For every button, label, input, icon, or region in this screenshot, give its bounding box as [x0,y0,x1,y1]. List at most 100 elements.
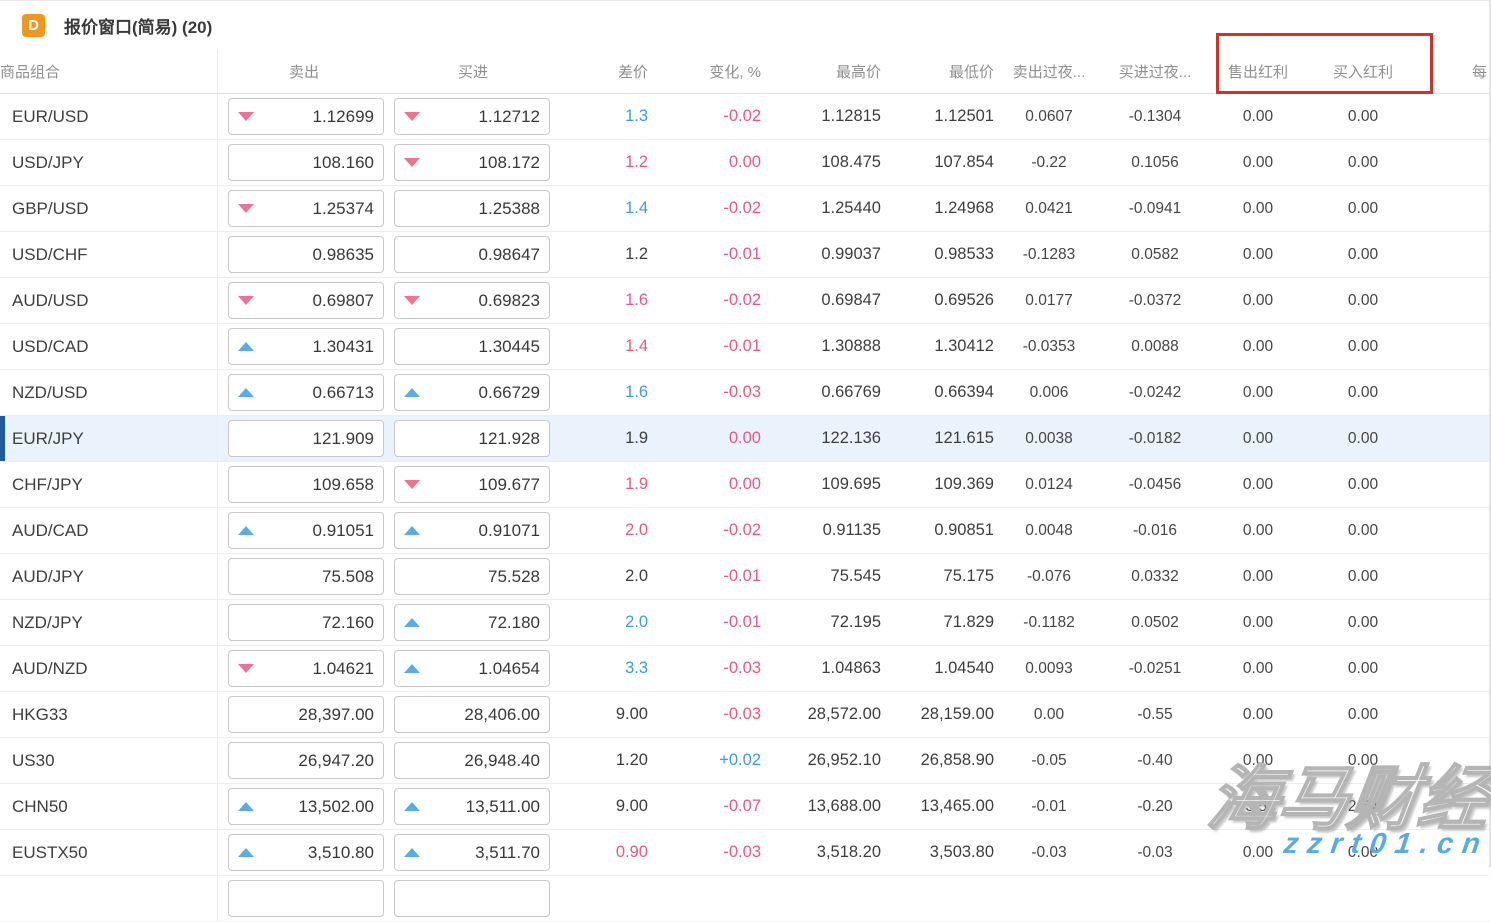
quote-row-nzd-jpy[interactable]: NZD/JPY 72.160 72.180 2.0 -0.01 72.195 71.829 -… [0,600,1489,646]
buy-overnight-value: -0.03 [1137,843,1173,861]
low-value: 107.854 [934,153,994,171]
quote-row-aud-cad[interactable]: AUD/CAD 0.91051 0.91071 2.0 -0.02 0.91135 0.90… [0,508,1489,554]
quote-row-eur-usd[interactable]: EUR/USD 1.12699 1.12712 1.3 -0.02 1.12815 1.12… [0,94,1489,140]
sell-price-button[interactable]: 1.12699 [228,98,384,135]
sell-price-button[interactable]: 0.91051 [228,512,384,549]
buy-price-value: 28,406.00 [464,704,540,724]
high-value: 3,518.20 [816,843,881,861]
buy-price-button[interactable]: 1.12712 [394,98,550,135]
symbol-label: EUR/USD [12,106,89,126]
col-header-sell_overnight[interactable]: 卖出过夜... [1012,63,1086,81]
buy-price-button[interactable]: 0.98647 [394,236,550,273]
price-down-icon [404,158,420,167]
sell-price-button[interactable]: 3,510.80 [228,834,384,871]
col-header-sell_dividend[interactable]: 售出红利 [1227,63,1288,81]
sell-price-button[interactable]: 1.30431 [228,328,384,365]
price-arrow-slot [395,388,429,397]
change-value: -0.02 [723,291,761,309]
sell-price-button[interactable]: 0.98635 [228,236,384,273]
col-header-high[interactable]: 最高价 [835,63,881,81]
quote-row-usd-jpy[interactable]: USD/JPY 108.160 108.172 1.2 0.00 108.475 107.8… [0,140,1489,186]
buy-dividend-value: 0.00 [1347,107,1379,125]
quote-row-aud-nzd[interactable]: AUD/NZD 1.04621 1.04654 3.3 -0.03 1.04863 1.04… [0,646,1489,692]
buy-price-button[interactable]: 1.30445 [394,328,550,365]
quote-row-usd-chf[interactable]: USD/CHF 0.98635 0.98647 1.2 -0.01 0.99037 0.98… [0,232,1489,278]
sell-price-button[interactable]: 108.160 [228,144,384,181]
sell-price-value: 3,510.80 [307,842,374,862]
buy-price-button[interactable]: 3,511.70 [394,834,550,871]
sell-price-value: 1.30431 [312,336,374,356]
buy-price-button[interactable]: 108.172 [394,144,550,181]
symbol-label: NZD/USD [12,382,88,402]
sell-overnight-value: -0.22 [1031,153,1067,171]
buy-price-button[interactable]: 26,948.40 [394,742,550,779]
quote-row-chn50[interactable]: CHN50 13,502.00 13,511.00 9.00 -0.07 13,688.0… [0,784,1489,830]
symbol-cell: NZD/USD [0,370,218,415]
sell-price-button[interactable]: 0.69807 [228,282,384,319]
quote-row-chf-jpy[interactable]: CHF/JPY 109.658 109.677 1.9 0.00 109.695 109.3… [0,462,1489,508]
buy-price-button[interactable]: 75.528 [394,558,550,595]
sell-price-button[interactable]: 0.66713 [228,374,384,411]
buy-price-button[interactable] [394,880,550,917]
sell-price-button[interactable]: 75.508 [228,558,384,595]
low-value: 0.66394 [934,383,994,401]
buy-dividend-value: 0.00 [1347,521,1379,539]
buy-price-button[interactable]: 0.91071 [394,512,550,549]
quote-row-nzd-usd[interactable]: NZD/USD 0.66713 0.66729 1.6 -0.03 0.66769 0.66… [0,370,1489,416]
price-up-icon [404,388,420,397]
col-header-buy_dividend[interactable]: 买入红利 [1332,63,1393,81]
col-header-per[interactable]: 每 [1471,63,1487,81]
buy-price-button[interactable]: 0.69823 [394,282,550,319]
buy-price-button[interactable]: 1.04654 [394,650,550,687]
buy-price-button[interactable]: 28,406.00 [394,696,550,733]
buy-price-button[interactable]: 1.25388 [394,190,550,227]
spread-value: 2.0 [625,613,648,631]
quote-row-hkg33[interactable]: HKG33 28,397.00 28,406.00 9.00 -0.03 28,572.0… [0,692,1489,738]
sell-price-button[interactable]: 72.160 [228,604,384,641]
sell-price-button[interactable]: 1.25374 [228,190,384,227]
spread-value: 1.2 [625,245,648,263]
buy-price-value: 1.30445 [478,336,540,356]
sell-cell: 3,510.80 [218,834,390,871]
change-value: -0.03 [723,843,761,861]
quote-row-eustx50[interactable]: EUSTX50 3,510.80 3,511.70 0.90 -0.03 3,518.20… [0,830,1489,876]
col-header-change[interactable]: 变化, % [709,63,761,81]
col-header-symbol[interactable]: 商品组合 [0,49,218,93]
sell-price-button[interactable]: 28,397.00 [228,696,384,733]
quote-row-us30[interactable]: US30 26,947.20 26,948.40 1.20 +0.02 26,952.10… [0,738,1489,784]
price-up-icon [404,664,420,673]
quote-row-usd-cad[interactable]: USD/CAD 1.30431 1.30445 1.4 -0.01 1.30888 1.30… [0,324,1489,370]
quote-row-gbp-usd[interactable]: GBP/USD 1.25374 1.25388 1.4 -0.02 1.25440 1.24… [0,186,1489,232]
quote-row-aud-usd[interactable]: AUD/USD 0.69807 0.69823 1.6 -0.02 0.69847 0.69… [0,278,1489,324]
high-value: 28,572.00 [807,705,881,723]
col-header-buy[interactable]: 买进 [457,63,488,81]
high-value: 1.25440 [821,199,881,217]
quote-row-eur-jpy[interactable]: EUR/JPY 121.909 121.928 1.9 0.00 122.136 121.6… [0,416,1489,462]
sell-price-button[interactable]: 1.04621 [228,650,384,687]
buy-price-button[interactable]: 72.180 [394,604,550,641]
buy-price-button[interactable]: 13,511.00 [394,788,550,825]
sell-price-button[interactable]: 26,947.20 [228,742,384,779]
quote-row-partial[interactable] [0,876,1489,922]
buy-dividend-value: 0.00 [1347,751,1379,769]
sell-price-button[interactable]: 13,502.00 [228,788,384,825]
sell-price-button[interactable]: 109.658 [228,466,384,503]
symbol-label: USD/CHF [12,244,88,264]
col-header-spread[interactable]: 差价 [617,63,648,81]
sell-cell: 26,947.20 [218,742,390,779]
col-header-buy_overnight[interactable]: 买进过夜... [1118,63,1192,81]
change-value: -0.01 [723,245,761,263]
buy-price-button[interactable]: 0.66729 [394,374,550,411]
high-value: 26,952.10 [807,751,881,769]
quote-row-aud-jpy[interactable]: AUD/JPY 75.508 75.528 2.0 -0.01 75.545 75.175 -… [0,554,1489,600]
sell-price-button[interactable] [228,880,384,917]
sell-price-button[interactable]: 121.909 [228,420,384,457]
col-header-low[interactable]: 最低价 [948,63,994,81]
buy-price-button[interactable]: 121.928 [394,420,550,457]
price-arrow-slot [229,112,263,121]
price-down-icon [404,480,420,489]
symbol-cell: EUR/JPY [0,416,218,461]
sell-price-value: 0.98635 [312,244,374,264]
col-header-sell[interactable]: 卖出 [288,63,319,81]
buy-price-button[interactable]: 109.677 [394,466,550,503]
